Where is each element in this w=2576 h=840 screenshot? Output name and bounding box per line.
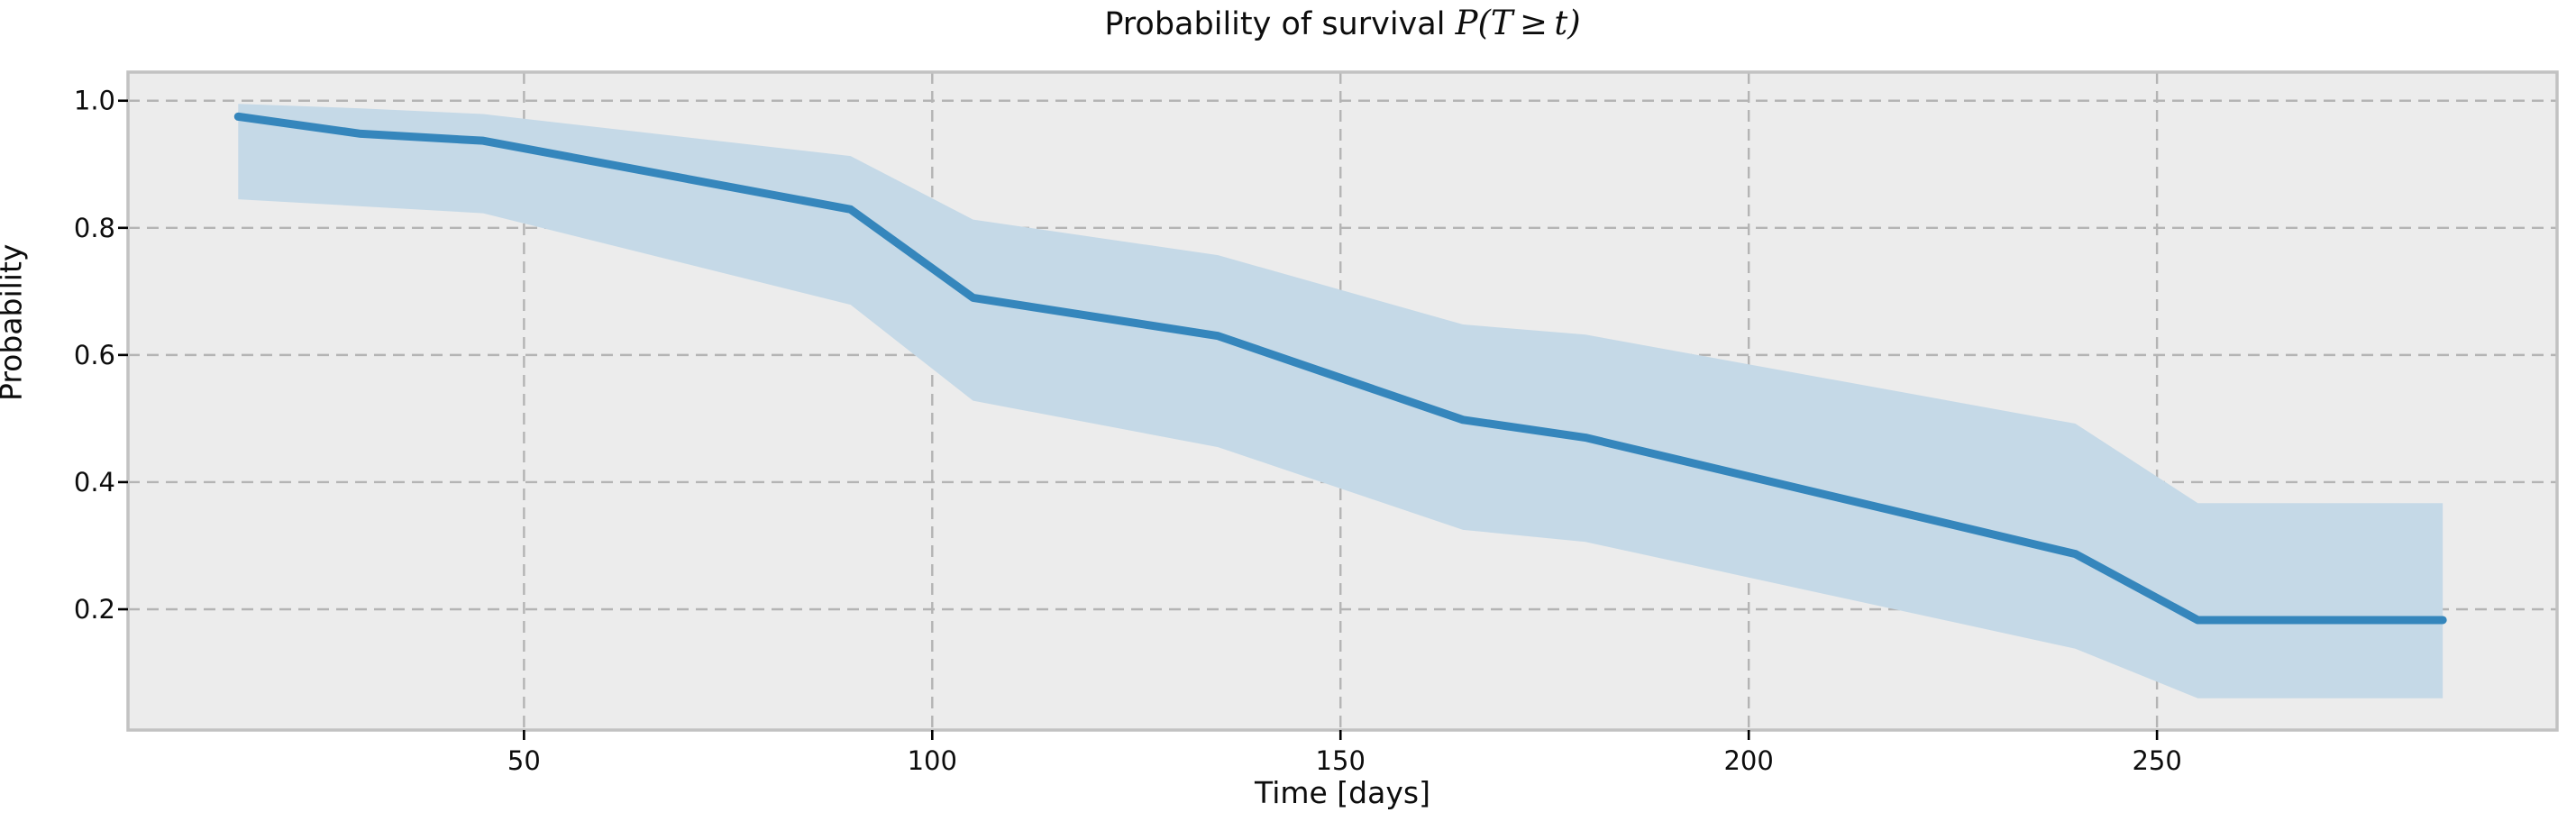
chart-title-math: P(T ≥ t) xyxy=(1455,4,1581,42)
y-tick-label: 0.4 xyxy=(74,467,115,498)
x-tick-label: 200 xyxy=(1723,745,1773,776)
tick-layer: 50 100 150 200 250 0.2 0.4 0.6 0.8 1.0 xyxy=(74,86,2182,776)
y-tick-label: 0.2 xyxy=(74,594,115,625)
x-tick-label: 250 xyxy=(2132,745,2181,776)
x-tick-label: 50 xyxy=(507,745,541,776)
confidence-band xyxy=(238,104,2444,698)
x-axis-label: Time [days] xyxy=(1255,775,1430,810)
chart-title-text: Probability of survival xyxy=(1104,6,1456,42)
x-tick-label: 100 xyxy=(908,745,957,776)
plot-frame xyxy=(126,70,2559,732)
x-tick-label: 150 xyxy=(1316,745,1366,776)
y-tick-label: 0.8 xyxy=(74,213,115,243)
y-tick-label: 1.0 xyxy=(74,86,115,116)
y-tick-label: 0.6 xyxy=(74,340,115,370)
survival-line xyxy=(233,112,2447,625)
chart-title: Probability of survival P(T ≥ t) xyxy=(128,4,2557,42)
data-layer xyxy=(233,104,2447,698)
